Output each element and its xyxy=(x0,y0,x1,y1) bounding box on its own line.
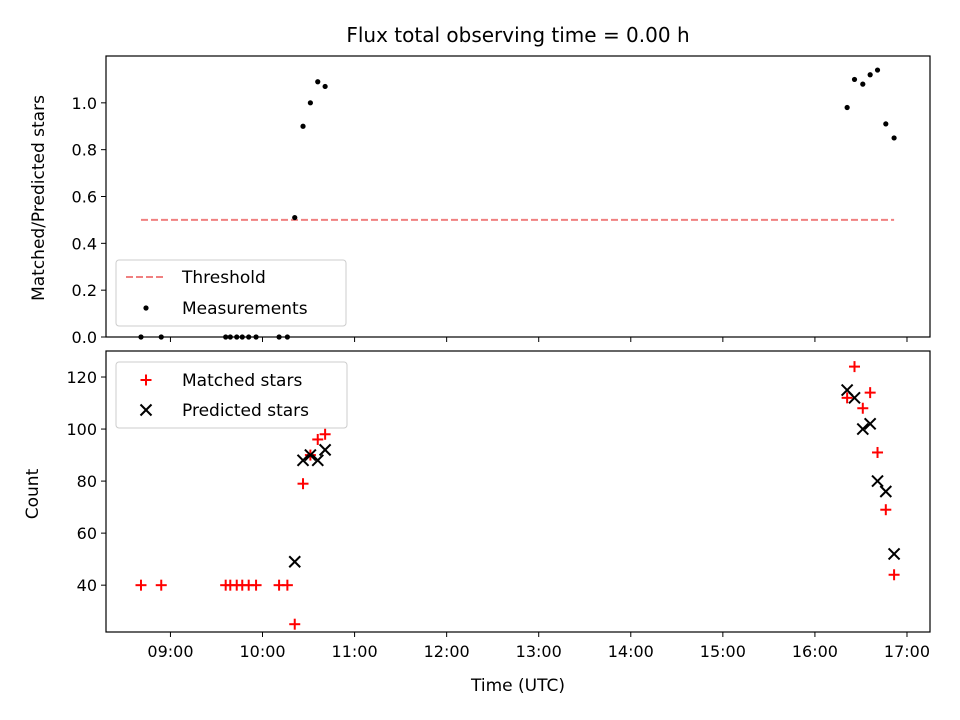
bottom-y-tick-label: 100 xyxy=(66,420,97,439)
x-tick-label: 17:00 xyxy=(884,642,930,661)
bottom-data-point xyxy=(281,579,293,591)
top-data-point xyxy=(851,76,858,83)
bottom-y-tick-label: 60 xyxy=(77,524,97,543)
top-data-point xyxy=(292,214,298,221)
top-data-point xyxy=(300,123,306,129)
legend-predicted-swatch xyxy=(139,403,153,417)
bottom-data-point xyxy=(289,618,301,630)
bottom-data-point xyxy=(848,391,861,405)
top-data-point xyxy=(307,100,313,106)
legend-matched-label: Matched stars xyxy=(182,371,302,391)
bottom-data-point xyxy=(888,569,900,581)
top-y-tick-label: 0.2 xyxy=(72,281,97,300)
top-y-tick-label: 0.0 xyxy=(72,328,97,347)
top-y-axis-label: Matched/Predicted stars xyxy=(29,95,49,301)
bottom-data-point xyxy=(288,555,301,568)
x-tick-label: 10:00 xyxy=(239,642,285,661)
top-legend xyxy=(115,259,347,327)
top-data-point xyxy=(844,104,850,111)
chart-title: Flux total observing time = 0.00 h xyxy=(346,23,689,47)
legend-threshold-label: Threshold xyxy=(181,268,266,288)
top-y-tick-label: 0.8 xyxy=(72,141,97,160)
top-y-tick-label: 1.0 xyxy=(72,94,97,113)
top-data-point xyxy=(883,121,889,127)
bottom-data-point xyxy=(135,579,147,591)
bottom-series-matched-stars xyxy=(135,361,900,630)
bottom-data-point xyxy=(319,428,331,440)
legend-measurements-label: Measurements xyxy=(182,299,308,319)
top-y-tick-label: 0.6 xyxy=(72,188,97,207)
bottom-data-point xyxy=(304,448,317,462)
bottom-y-tick-label: 80 xyxy=(77,472,97,491)
bottom-data-point xyxy=(871,474,884,488)
top-y-tick-label: 0.4 xyxy=(72,234,97,253)
bottom-panel: 40 60 80 100 120 09:00 10:00 11:00 12:00 13:00 14:… xyxy=(66,350,931,661)
top-panel: 0.0 0.2 0.4 0.6 0.8 1.0 Threshold Measurements xyxy=(72,55,931,347)
bottom-series-predicted-stars xyxy=(288,383,901,568)
top-data-point xyxy=(860,81,866,87)
top-data-point xyxy=(867,72,873,78)
x-tick-label: 11:00 xyxy=(332,642,378,661)
x-tick-label: 14:00 xyxy=(608,642,654,661)
top-data-point xyxy=(891,135,897,141)
bottom-data-point xyxy=(863,417,877,431)
bottom-y-axis-label: Count xyxy=(23,468,43,519)
bottom-data-point xyxy=(857,402,869,414)
x-tick-label: 13:00 xyxy=(516,642,562,661)
bottom-data-point xyxy=(879,485,893,498)
x-tick-label: 09:00 xyxy=(147,642,193,661)
bottom-data-point xyxy=(841,392,853,404)
x-tick-label: 12:00 xyxy=(424,642,470,661)
bottom-data-point xyxy=(856,422,869,436)
bottom-data-point xyxy=(849,361,861,373)
top-data-point xyxy=(322,83,328,90)
bottom-data-point xyxy=(250,579,262,591)
bottom-data-point xyxy=(311,454,324,467)
bottom-data-point xyxy=(864,387,876,399)
x-tick-label: 15:00 xyxy=(700,642,746,661)
legend-predicted-label: Predicted stars xyxy=(182,401,309,421)
bottom-data-point xyxy=(887,547,901,561)
legend-measurements-swatch xyxy=(143,305,149,311)
bottom-axes-frame xyxy=(105,350,931,633)
bottom-data-point xyxy=(318,443,332,457)
bottom-data-point xyxy=(296,454,310,467)
bottom-data-point xyxy=(872,446,884,458)
top-data-point xyxy=(874,67,881,73)
bottom-data-point xyxy=(312,433,324,445)
x-axis-label: Time (UTC) xyxy=(470,676,565,696)
top-data-point xyxy=(315,79,321,85)
x-tick-label: 16:00 xyxy=(792,642,838,661)
legend-matched-swatch xyxy=(140,374,152,386)
bottom-y-tick-label: 40 xyxy=(77,576,97,595)
bottom-y-tick-label: 120 xyxy=(66,368,97,387)
bottom-data-point xyxy=(297,478,309,490)
bottom-legend xyxy=(115,361,348,429)
bottom-data-point xyxy=(155,579,167,591)
bottom-data-point xyxy=(880,504,892,516)
